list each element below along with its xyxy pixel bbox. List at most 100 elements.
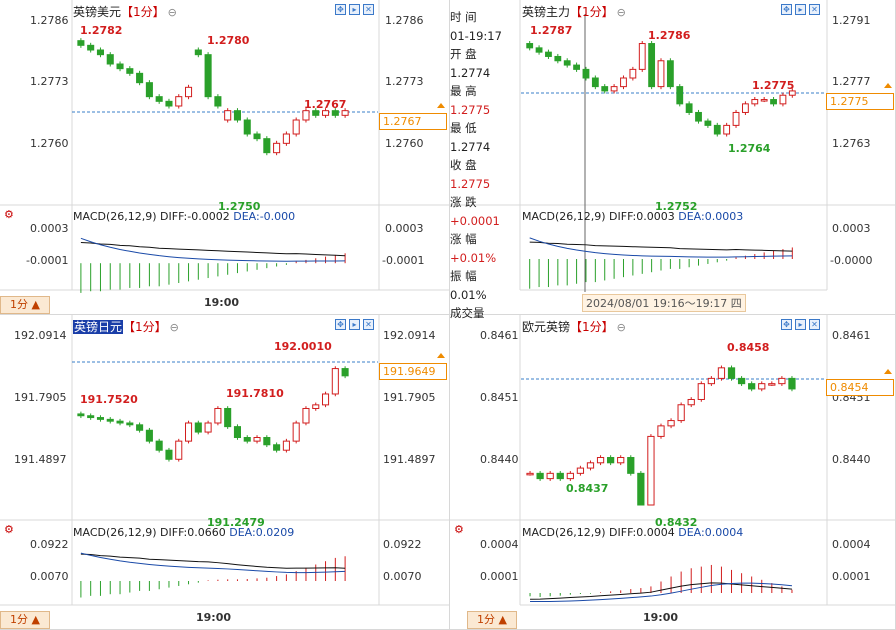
play-icon[interactable]: ▸: [349, 4, 360, 15]
candle-body: [214, 96, 222, 107]
candle-body: [591, 77, 599, 88]
candle-body: [751, 99, 759, 105]
panel1-macd-axis-right: 0.0003: [385, 222, 424, 235]
candle-body: [194, 49, 202, 56]
candle-body: [779, 94, 787, 105]
price-up-arrow-icon: [437, 353, 445, 358]
panel4-option-icon[interactable]: ⊖: [616, 321, 626, 334]
close-icon[interactable]: ✕: [809, 4, 820, 15]
macd-diff: DIFF:0.0003: [609, 210, 675, 223]
candle-body: [778, 377, 786, 385]
info-time: 01-19:17: [450, 28, 502, 43]
panel2-title: 英镑主力: [522, 5, 571, 19]
panel1-period: 【1分】: [121, 5, 165, 19]
candle-body: [704, 120, 712, 126]
panel2-period: 【1分】: [570, 5, 614, 19]
candle-body: [566, 472, 574, 480]
expand-icon[interactable]: ✥: [335, 319, 346, 330]
panel3-option-icon[interactable]: ⊖: [169, 321, 179, 334]
panel1-title-bar[interactable]: 英镑美元【1分】 ⊖: [73, 3, 177, 20]
candle-body: [96, 417, 104, 420]
panel3-period-button[interactable]: 1分 ▲: [0, 611, 50, 629]
candle-body: [723, 124, 731, 135]
candle-body: [77, 40, 85, 46]
panel4-toolbar: ✥ ▸ ✕: [781, 319, 820, 330]
candle-body: [717, 367, 726, 379]
candle-body: [106, 54, 114, 65]
close-icon[interactable]: ✕: [809, 319, 820, 330]
candle-body: [556, 472, 564, 480]
panel4-macd-gear-icon[interactable]: ⚙: [454, 523, 464, 536]
candle-body: [282, 440, 290, 451]
candle-body: [273, 444, 281, 451]
panel1-option-icon[interactable]: ⊖: [167, 6, 177, 19]
candle-body: [620, 77, 627, 88]
panel2-low2-label: 1.2764: [728, 142, 771, 155]
panel3-macd-gear-icon[interactable]: ⚙: [4, 523, 14, 536]
candle-body: [677, 404, 685, 422]
play-icon[interactable]: ▸: [349, 319, 360, 330]
close-icon[interactable]: ✕: [363, 319, 374, 330]
candle-body: [116, 420, 124, 424]
candle-body: [607, 457, 615, 464]
candle-body: [322, 110, 330, 116]
candle-body: [204, 54, 212, 98]
candle-body: [302, 110, 310, 121]
close-icon[interactable]: ✕: [363, 4, 374, 15]
panel3-high2-label: 191.7810: [226, 387, 284, 400]
panel1-high2-label: 1.2780: [207, 34, 250, 47]
candle-body: [175, 96, 183, 107]
panel2-macd-axis: 0.0003: [832, 222, 871, 235]
candle-body: [341, 110, 349, 116]
candle-body: [601, 86, 609, 92]
play-icon[interactable]: ▸: [795, 4, 806, 15]
candle-body: [322, 393, 330, 406]
panel1-left-axis-label: 1.2773: [30, 75, 69, 88]
panel3-low-label: 191.2479: [207, 516, 265, 529]
panel4-right-axis-label: 0.8461: [832, 329, 871, 342]
panel4-low-label: 0.8432: [655, 516, 698, 529]
candle-body: [243, 437, 251, 442]
panel4-title: 欧元英镑: [522, 320, 571, 334]
expand-icon[interactable]: ✥: [781, 319, 792, 330]
candle-body: [760, 99, 768, 102]
panel1-right-axis-label: 1.2773: [385, 75, 424, 88]
panel2-option-icon[interactable]: ⊖: [616, 6, 626, 19]
price-up-arrow-icon: [437, 103, 445, 108]
candle-body: [535, 47, 543, 53]
crosshair-time-stamp: 2024/08/01 19:16～19:17 四: [582, 294, 746, 312]
panel1-period-button[interactable]: 1分 ▲: [0, 296, 50, 314]
panel1-macd-gear-icon[interactable]: ⚙: [4, 208, 14, 221]
candle-body: [126, 422, 134, 426]
panel4-macd-label: MACD(26,12,9) DIFF:0.0004 DEA:0.0004: [522, 526, 743, 539]
macd-diff-line: [80, 553, 346, 569]
panel1-title: 英镑美元: [73, 5, 122, 19]
panel1-price-tag: 1.2767: [379, 113, 447, 130]
panel1-low-label: 1.2750: [218, 200, 261, 213]
candle-body: [302, 407, 310, 424]
candle-body: [185, 422, 193, 442]
expand-icon[interactable]: ✥: [335, 4, 346, 15]
candle-body: [194, 422, 202, 433]
info-pct-label: 涨 幅: [450, 232, 477, 246]
macd-params: MACD(26,12,9): [73, 526, 157, 539]
expand-icon[interactable]: ✥: [781, 4, 792, 15]
panel2-title-bar[interactable]: 英镑主力【1分】 ⊖: [522, 3, 626, 20]
candle-body: [695, 111, 702, 122]
candle-body: [312, 110, 320, 116]
candle-body: [185, 86, 193, 98]
panel3-right-axis-label: 192.0914: [383, 329, 436, 342]
play-icon[interactable]: ▸: [795, 319, 806, 330]
candle-body: [155, 96, 163, 102]
panel4-low2-label: 0.8437: [566, 482, 609, 495]
panel4-period-button[interactable]: 1分 ▲: [467, 611, 517, 629]
panel1-macd-label: MACD(26,12,9) DIFF:-0.0002 DEA:-0.000: [73, 210, 295, 223]
panel4-macd-axis: 0.0001: [480, 570, 519, 583]
info-high-label: 最 高: [450, 84, 477, 98]
candle-body: [768, 383, 776, 386]
panel2-high-label: 1.2787: [530, 24, 573, 37]
panel1-macd-axis-right: -0.0001: [382, 254, 425, 267]
panel3-title-bar[interactable]: 英镑日元【1分】 ⊖: [73, 318, 179, 335]
panel4-title-bar[interactable]: 欧元英镑【1分】 ⊖: [522, 318, 626, 335]
candle-body: [545, 51, 552, 57]
